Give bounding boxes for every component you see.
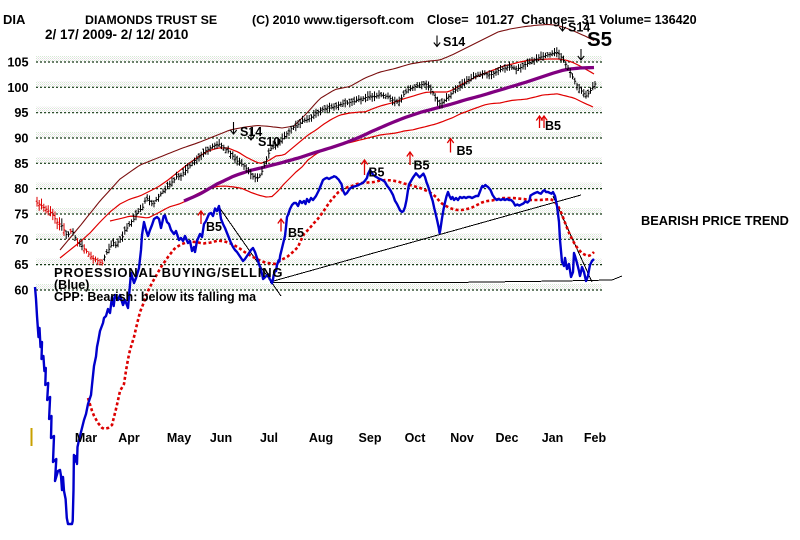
svg-text:Oct: Oct	[405, 431, 427, 445]
svg-text:Aug: Aug	[309, 431, 333, 445]
svg-text:85: 85	[14, 157, 28, 171]
svg-text:CPP: Bearish: below its fallin: CPP: Bearish: below its falling ma	[54, 290, 257, 304]
svg-text:90: 90	[14, 132, 28, 146]
svg-text:B5: B5	[545, 119, 561, 133]
svg-text:95: 95	[14, 106, 28, 120]
svg-text:S14: S14	[443, 35, 465, 49]
svg-text:B5: B5	[457, 144, 473, 158]
svg-text:100: 100	[7, 81, 28, 95]
svg-text:PROESSIONAL BUYING/SELLING: PROESSIONAL BUYING/SELLING	[54, 265, 283, 280]
svg-text:B5: B5	[206, 220, 222, 234]
svg-text:B5: B5	[414, 159, 430, 173]
svg-text:May: May	[167, 431, 191, 445]
svg-text:Jul: Jul	[260, 431, 278, 445]
svg-text:S14: S14	[240, 125, 262, 139]
svg-text:B5: B5	[369, 166, 385, 180]
svg-text:BEARISH PRICE TREND: BEARISH PRICE TREND	[641, 213, 789, 228]
svg-text:Dec: Dec	[496, 431, 519, 445]
svg-text:Feb: Feb	[584, 431, 607, 445]
svg-text:B5: B5	[288, 226, 304, 240]
svg-text:105: 105	[7, 56, 28, 70]
svg-text:(C) 2010 www.tigersoft.com: (C) 2010 www.tigersoft.com	[252, 13, 414, 27]
svg-text:Mar: Mar	[75, 431, 97, 445]
svg-text:Sep: Sep	[359, 431, 382, 445]
svg-text:80: 80	[14, 182, 28, 196]
svg-text:75: 75	[14, 208, 28, 222]
svg-text:Jun: Jun	[210, 431, 232, 445]
svg-text:Apr: Apr	[118, 431, 140, 445]
svg-text:S10: S10	[258, 135, 280, 149]
svg-text:S14: S14	[568, 21, 590, 35]
svg-text:70: 70	[14, 233, 28, 247]
svg-text:Nov: Nov	[450, 431, 474, 445]
svg-text:S5: S5	[587, 28, 612, 51]
svg-text:Jan: Jan	[542, 431, 564, 445]
svg-text:Close= 101.27 Change= .31 Vo: Close= 101.27 Change= .31 Volume= 136420	[427, 13, 697, 27]
svg-text:DIA: DIA	[3, 12, 26, 27]
svg-text:2/ 17/ 2009- 2/ 12/ 2010: 2/ 17/ 2009- 2/ 12/ 2010	[45, 27, 188, 42]
svg-text:(Blue): (Blue)	[54, 278, 89, 292]
svg-text:60: 60	[14, 284, 28, 298]
svg-text:65: 65	[14, 258, 28, 272]
svg-text:DIAMONDS TRUST SE: DIAMONDS TRUST SE	[85, 13, 217, 27]
